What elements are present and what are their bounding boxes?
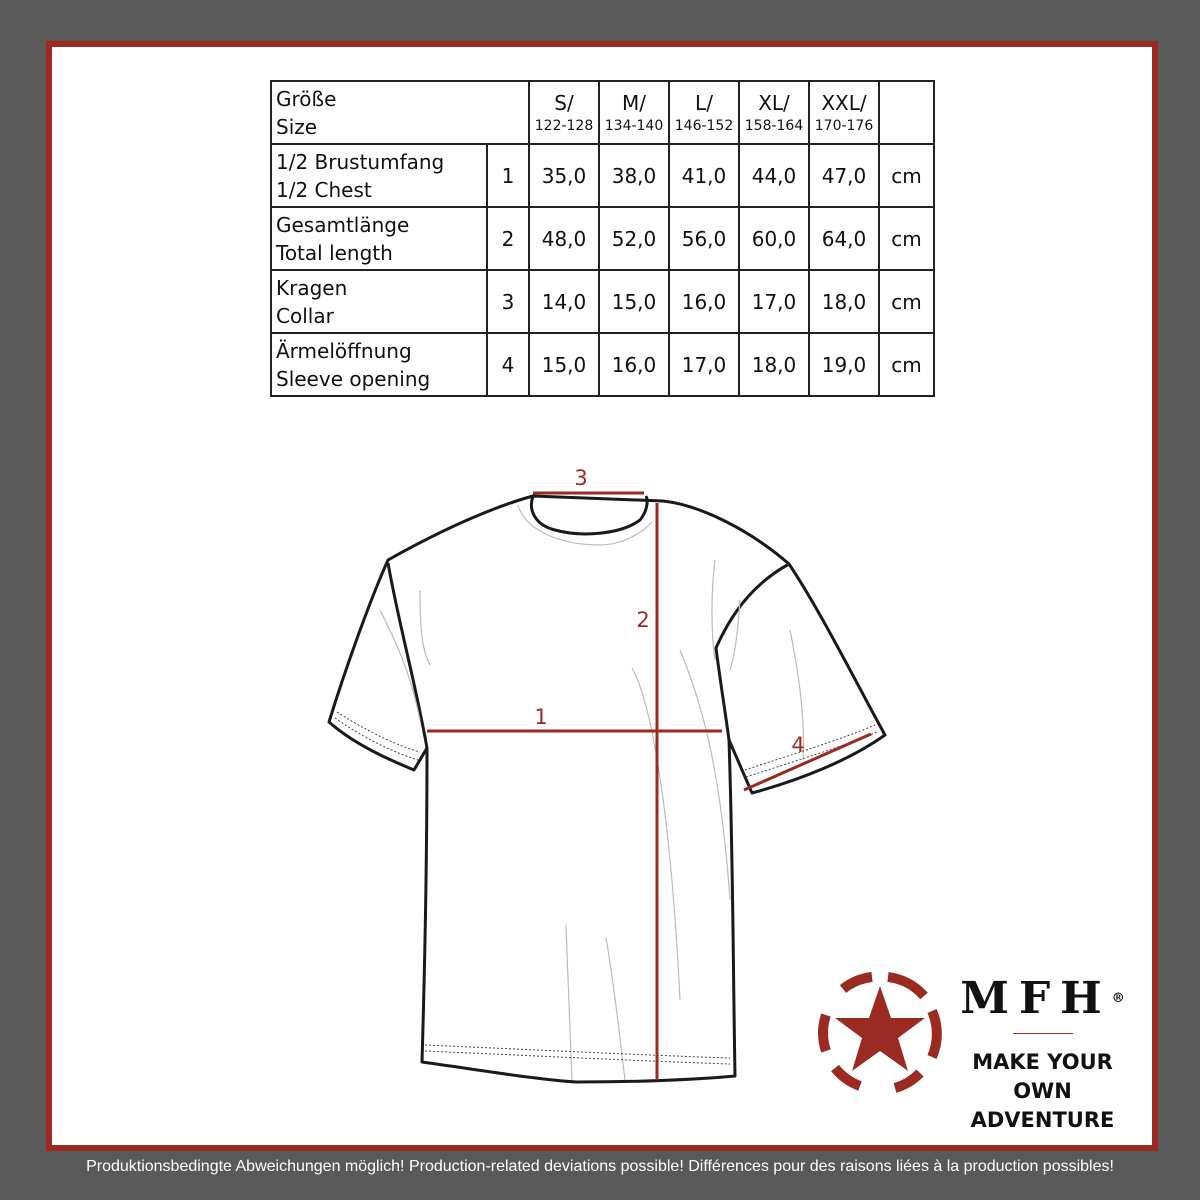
size-label-de: Größe [276,86,337,111]
measure-value: 41,0 [668,143,740,208]
measure-label: Kragen Collar [270,269,488,334]
measure-unit: cm [878,143,935,208]
measure-value: 15,0 [598,269,670,334]
tshirt-outline [327,494,887,1084]
size-label-en: Size [276,114,318,139]
measure-value: 16,0 [598,332,670,397]
measure-number: 3 [486,269,530,334]
measure-value: 17,0 [668,332,740,397]
size-name: L/ [695,90,713,115]
unit-header [878,80,935,145]
size-name: XL/ [758,90,790,115]
size-header-2: L/146-152 [668,80,740,145]
star-logo-icon [818,972,942,1093]
measure-value: 64,0 [808,206,880,271]
brand-name: MFH [960,973,1112,1024]
size-name: XXL/ [821,90,867,115]
size-header-cell: Größe Size [270,80,530,145]
measure-label: Ärmelöffnung Sleeve opening [270,332,488,397]
measure-number: 4 [486,332,530,397]
measure-unit: cm [878,269,935,334]
brand-logo: MFH® MAKE YOUR OWN ADVENTURE [940,975,1145,1135]
measurement-lines [427,491,872,1080]
size-range: 158-164 [744,117,804,134]
size-table: Größe Size S/122-128 M/134-140 L/146-152 XL… [270,80,935,397]
measure-value: 60,0 [738,206,810,271]
label-1: 1 [534,705,547,729]
slogan-line-2: ADVENTURE [970,1108,1115,1132]
size-range: 122-128 [534,117,594,134]
label-2: 2 [636,608,649,632]
measure-value: 44,0 [738,143,810,208]
table-row: 1/2 Brustumfang 1/2 Chest 1 35,0 38,0 41,0 44,… [270,143,935,208]
measure-number: 1 [486,143,530,208]
size-name: M/ [622,90,646,115]
logo-divider [1012,1033,1073,1034]
size-header-1: M/134-140 [598,80,670,145]
measure-number: 2 [486,206,530,271]
size-range: 170-176 [814,117,874,134]
size-name: S/ [554,90,574,115]
label-4: 4 [791,733,804,757]
table-header-row: Größe Size S/122-128 M/134-140 L/146-152 XL… [270,80,935,145]
measure-value: 15,0 [528,332,600,397]
measure-label: 1/2 Brustumfang 1/2 Chest [270,143,488,208]
measure-value: 52,0 [598,206,670,271]
size-range: 146-152 [674,117,734,134]
table-row: Kragen Collar 3 14,0 15,0 16,0 17,0 18,0 cm [270,269,935,334]
measure-value: 35,0 [528,143,600,208]
stitching [334,711,878,1065]
measure-value: 38,0 [598,143,670,208]
measure-value: 18,0 [808,269,880,334]
registered-mark: ® [1111,991,1125,1006]
measure-value: 47,0 [808,143,880,208]
size-header-0: S/122-128 [528,80,600,145]
tshirt-folds [379,504,805,1081]
table-row: Gesamtlänge Total length 2 48,0 52,0 56,0 60,0… [270,206,935,271]
label-3: 3 [574,466,587,490]
measure-value: 48,0 [528,206,600,271]
footer-disclaimer: Produktionsbedingte Abweichungen möglich… [86,1158,1114,1175]
size-header-3: XL/158-164 [738,80,810,145]
measure-label: Gesamtlänge Total length [270,206,488,271]
measure-value: 56,0 [668,206,740,271]
size-header-4: XXL/170-176 [808,80,880,145]
slogan-line-1: MAKE YOUR OWN [972,1050,1113,1103]
sleeve-measure-line [743,732,872,792]
measure-value: 16,0 [668,269,740,334]
measure-unit: cm [878,206,935,271]
measure-value: 19,0 [808,332,880,397]
measure-value: 14,0 [528,269,600,334]
measure-unit: cm [878,332,935,397]
table-row: Ärmelöffnung Sleeve opening 4 15,0 16,0 17,0 1… [270,332,935,397]
measure-value: 17,0 [738,269,810,334]
size-range: 134-140 [604,117,664,134]
measure-value: 18,0 [738,332,810,397]
